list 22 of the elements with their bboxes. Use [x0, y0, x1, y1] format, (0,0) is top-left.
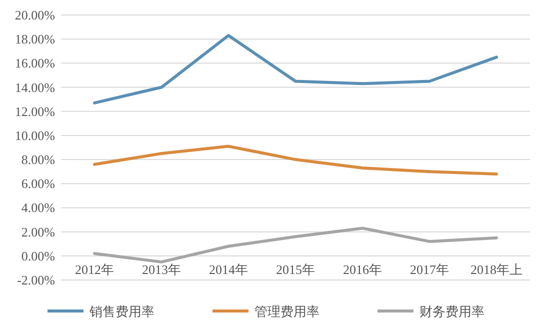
- y-tick-label: 0.00%: [21, 248, 56, 264]
- y-tick-label: -2.00%: [17, 272, 56, 288]
- y-tick-label: 2.00%: [21, 224, 56, 240]
- legend-label: 财务费用率: [420, 304, 484, 320]
- y-tick-label: 18.00%: [14, 32, 56, 47]
- y-tick-label: 14.00%: [14, 80, 56, 95]
- y-tick-label: 16.00%: [14, 56, 56, 71]
- y-tick-label: 4.00%: [21, 200, 56, 216]
- x-tick-label: 2017年: [410, 262, 449, 277]
- y-tick-label: 8.00%: [21, 152, 56, 168]
- x-tick-label: 2012年: [75, 262, 114, 277]
- x-tick-label: 2015年: [276, 262, 315, 277]
- x-tick-label: 2018年上: [470, 262, 522, 277]
- y-tick-label: 20.00%: [14, 8, 56, 22]
- legend-label: 销售费用率: [88, 304, 154, 320]
- x-tick-label: 2013年: [142, 262, 181, 277]
- legend-label: 管理费用率: [254, 304, 320, 320]
- x-tick-label: 2016年: [343, 262, 382, 277]
- y-tick-label: 6.00%: [21, 176, 56, 192]
- x-tick-label: 2014年: [209, 262, 248, 277]
- y-tick-label: 10.00%: [14, 128, 56, 143]
- y-tick-label: 12.00%: [14, 104, 56, 119]
